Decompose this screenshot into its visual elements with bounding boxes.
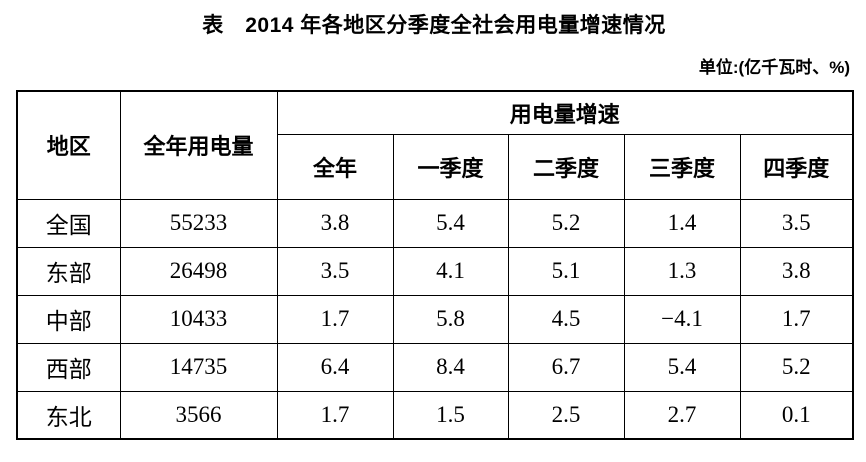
- header-quarter-q1: 一季度: [392, 133, 509, 200]
- growth-full-year: 3.8: [276, 198, 394, 248]
- growth-q1: 1.5: [392, 390, 509, 440]
- annual-consumption-value: 26498: [119, 246, 278, 296]
- growth-q4: 5.2: [739, 342, 854, 392]
- header-row-group: 地区 全年用电量 用电量增速: [16, 90, 854, 200]
- growth-q1: 5.8: [392, 294, 509, 344]
- growth-q3: 1.3: [623, 246, 741, 296]
- growth-full-year: 1.7: [276, 390, 394, 440]
- header-quarter-q4: 四季度: [739, 133, 854, 200]
- annual-consumption-value: 55233: [119, 198, 278, 248]
- region-name: 东部: [16, 246, 121, 296]
- growth-q3: 5.4: [623, 342, 741, 392]
- growth-q2: 6.7: [507, 342, 625, 392]
- growth-full-year: 3.5: [276, 246, 394, 296]
- growth-q3: 1.4: [623, 198, 741, 248]
- growth-q2: 4.5: [507, 294, 625, 344]
- header-quarter-full-year: 全年: [276, 133, 394, 200]
- annual-consumption-value: 3566: [119, 390, 278, 440]
- growth-full-year: 6.4: [276, 342, 394, 392]
- region-name: 中部: [16, 294, 121, 344]
- electricity-consumption-table: 地区 全年用电量 用电量增速 全年 一季度 二季度 三季度 四季度 全国 552…: [16, 90, 855, 441]
- growth-q2: 2.5: [507, 390, 625, 440]
- annual-consumption-value: 14735: [119, 342, 278, 392]
- region-name: 东北: [16, 390, 121, 440]
- table-row-east: 东部 26498 3.5 4.1 5.1 1.3 3.8: [16, 246, 854, 296]
- region-name: 西部: [16, 342, 121, 392]
- unit-note: 单位:(亿千瓦时、%): [698, 58, 850, 78]
- table-row-central: 中部 10433 1.7 5.8 4.5 −4.1 1.7: [16, 294, 854, 344]
- growth-q3: −4.1: [623, 294, 741, 344]
- table-title: 表 2014 年各地区分季度全社会用电量增速情况: [202, 14, 666, 37]
- annual-consumption-value: 10433: [119, 294, 278, 344]
- growth-q1: 5.4: [392, 198, 509, 248]
- growth-q4: 1.7: [739, 294, 854, 344]
- growth-q2: 5.2: [507, 198, 625, 248]
- header-region: 地区: [16, 90, 121, 200]
- growth-q4: 0.1: [739, 390, 854, 440]
- growth-q4: 3.8: [739, 246, 854, 296]
- region-name: 全国: [16, 198, 121, 248]
- growth-q1: 4.1: [392, 246, 509, 296]
- header-annual-consumption: 全年用电量: [119, 90, 278, 200]
- growth-q1: 8.4: [392, 342, 509, 392]
- table-row-national: 全国 55233 3.8 5.4 5.2 1.4 3.5: [16, 198, 854, 248]
- table-row-northeast: 东北 3566 1.7 1.5 2.5 2.7 0.1: [16, 390, 854, 440]
- table-row-west: 西部 14735 6.4 8.4 6.7 5.4 5.2: [16, 342, 854, 392]
- document-page: 表 2014 年各地区分季度全社会用电量增速情况 单位:(亿千瓦时、%) 地区 …: [16, 0, 855, 441]
- growth-q4: 3.5: [739, 198, 854, 248]
- header-quarter-q2: 二季度: [507, 133, 625, 200]
- growth-q2: 5.1: [507, 246, 625, 296]
- growth-full-year: 1.7: [276, 294, 394, 344]
- growth-q3: 2.7: [623, 390, 741, 440]
- header-quarter-q3: 三季度: [623, 133, 741, 200]
- header-growth-group: 用电量增速: [276, 90, 854, 135]
